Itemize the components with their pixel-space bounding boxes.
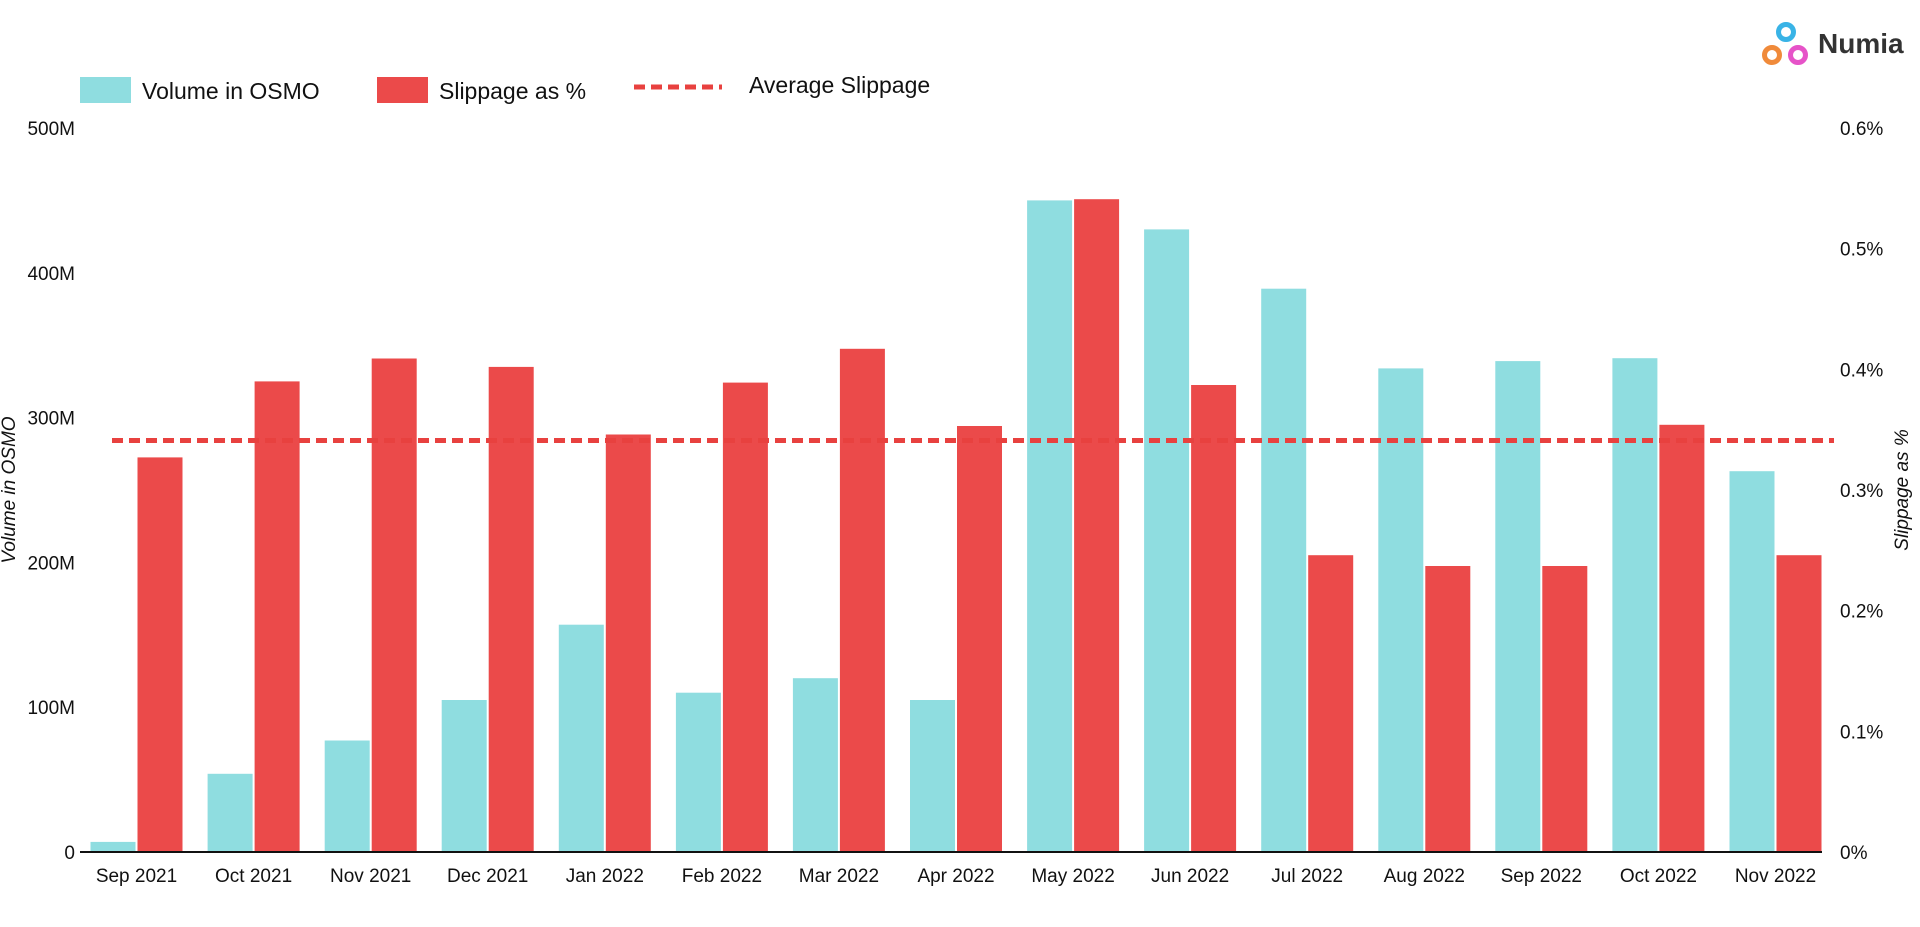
x-tick-label: Oct 2022 <box>1620 866 1697 887</box>
legend: Volume in OSMO Slippage as % Average Slipp… <box>80 72 930 104</box>
volume-bar <box>910 700 955 852</box>
x-tick-label: Jul 2022 <box>1271 866 1343 887</box>
bars-layer <box>90 199 1822 852</box>
slippage-bar <box>722 382 768 852</box>
slippage-bar <box>1191 385 1237 852</box>
right-y-tick-label: 0.2% <box>1840 602 1883 623</box>
volume-bar <box>441 700 487 852</box>
slippage-bar <box>137 457 183 852</box>
slippage-bar <box>1542 566 1588 852</box>
volume-bar <box>1144 229 1190 852</box>
x-tick-label: Oct 2021 <box>215 866 292 887</box>
volume-bar <box>1729 471 1775 852</box>
numia-logo: Numia <box>1762 22 1904 65</box>
slippage-bar <box>1425 566 1471 852</box>
volume-bar <box>1495 361 1541 852</box>
volume-bar <box>90 841 136 852</box>
right-y-tick-label: 0% <box>1840 843 1868 864</box>
left-y-tick-label: 500M <box>27 119 75 140</box>
right-y-axis-title: Slippage as % <box>1892 429 1913 551</box>
legend-label-average: Average Slippage <box>749 72 930 98</box>
axes-layer: Sep 2021 Oct 2021 Nov 2021 Dec 2021 Jan 2022… <box>0 119 1913 887</box>
legend-label-volume: Volume in OSMO <box>142 78 320 104</box>
x-tick-label: Nov 2022 <box>1735 866 1816 887</box>
x-tick-label: May 2022 <box>1031 866 1114 887</box>
slippage-bar <box>1308 555 1354 852</box>
x-tick-label: Sep 2021 <box>96 866 177 887</box>
x-tick-label: Mar 2022 <box>799 866 879 887</box>
x-tick-label: Apr 2022 <box>917 866 994 887</box>
volume-bar <box>1261 288 1307 852</box>
x-tick-label: Aug 2022 <box>1384 866 1465 887</box>
legend-swatch-volume <box>80 77 131 103</box>
slippage-bar <box>957 426 1002 852</box>
slippage-bar <box>1776 555 1822 852</box>
x-tick-label: Dec 2021 <box>447 866 528 887</box>
x-tick-label: Jun 2022 <box>1151 866 1229 887</box>
left-y-tick-label: 0 <box>64 843 75 864</box>
volume-bar <box>1027 200 1073 852</box>
volume-bar <box>792 678 838 852</box>
logo-orange-ring <box>1762 45 1782 65</box>
logo-blue-ring <box>1776 22 1796 42</box>
volume-bar <box>675 692 721 852</box>
volume-bar <box>324 740 370 852</box>
left-y-tick-label: 200M <box>27 553 75 574</box>
right-y-tick-label: 0.4% <box>1840 360 1883 381</box>
right-y-tick-label: 0.3% <box>1840 481 1883 502</box>
volume-bar <box>1612 358 1658 852</box>
logo-wordmark: Numia <box>1818 28 1904 59</box>
right-y-tick-label: 0.6% <box>1840 119 1883 140</box>
x-tick-label: Nov 2021 <box>330 866 411 887</box>
x-tick-label: Jan 2022 <box>566 866 644 887</box>
volume-bar <box>1378 368 1424 852</box>
logo-pink-ring <box>1788 45 1808 65</box>
volume-bar <box>207 773 253 852</box>
right-y-tick-label: 0.5% <box>1840 240 1883 261</box>
slippage-bar <box>605 434 651 852</box>
left-y-tick-label: 300M <box>27 409 75 430</box>
x-tick-label: Sep 2022 <box>1501 866 1582 887</box>
right-y-tick-label: 0.1% <box>1840 722 1883 743</box>
slippage-bar <box>839 348 885 852</box>
legend-swatch-slippage <box>377 77 428 103</box>
x-tick-label: Feb 2022 <box>682 866 762 887</box>
slippage-bar <box>1659 424 1705 852</box>
legend-label-slippage: Slippage as % <box>439 78 586 104</box>
slippage-bar <box>371 358 417 852</box>
left-y-tick-label: 400M <box>27 264 75 285</box>
slippage-bar <box>254 381 300 852</box>
left-y-tick-label: 100M <box>27 698 75 719</box>
volume-bar <box>558 624 604 852</box>
left-y-axis-title: Volume in OSMO <box>0 416 20 563</box>
slippage-bar <box>488 366 534 852</box>
slippage-bar <box>1074 199 1120 852</box>
